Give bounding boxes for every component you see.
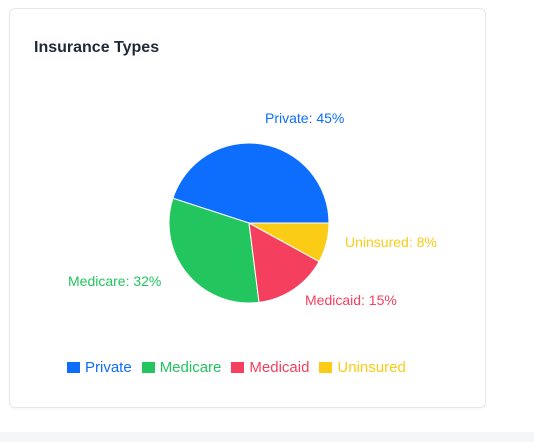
legend-label-uninsured: Uninsured: [337, 359, 406, 376]
legend-item-private[interactable]: Private: [67, 359, 132, 376]
legend-swatch-medicare: [141, 362, 155, 373]
legend-swatch-uninsured: [319, 362, 333, 373]
pie-slice-private[interactable]: [172, 142, 330, 224]
insurance-types-card: Insurance Types Private: 45% Medicare: 32…: [9, 8, 486, 408]
legend-item-medicaid[interactable]: Medicaid: [231, 359, 309, 376]
legend-swatch-private: [67, 362, 80, 373]
pie-chart: Private: 45% Medicare: 32% Medicaid: 15% Un…: [68, 110, 437, 308]
legend-swatch-medicaid: [231, 362, 245, 373]
pie-label-private: Private: 45%: [265, 110, 344, 126]
pie-slice-uninsured[interactable]: [248, 222, 330, 263]
pie-label-medicare: Medicare: 32%: [68, 273, 161, 289]
pie-slice-medicaid[interactable]: [248, 222, 320, 303]
legend-label-private: Private: [85, 359, 132, 376]
legend-item-uninsured[interactable]: Uninsured: [319, 359, 406, 376]
pie-label-uninsured: Uninsured: 8%: [345, 234, 437, 250]
legend-item-medicare[interactable]: Medicare: [141, 359, 222, 376]
legend-label-medicare: Medicare: [159, 359, 222, 376]
chart-legend: Private Medicare Medicaid Uninsured: [67, 359, 406, 376]
pie-slice-medicare[interactable]: [168, 197, 260, 304]
pie-label-medicaid: Medicaid: 15%: [305, 292, 397, 308]
legend-label-medicaid: Medicaid: [249, 359, 310, 376]
card-title: Insurance Types: [34, 39, 160, 56]
